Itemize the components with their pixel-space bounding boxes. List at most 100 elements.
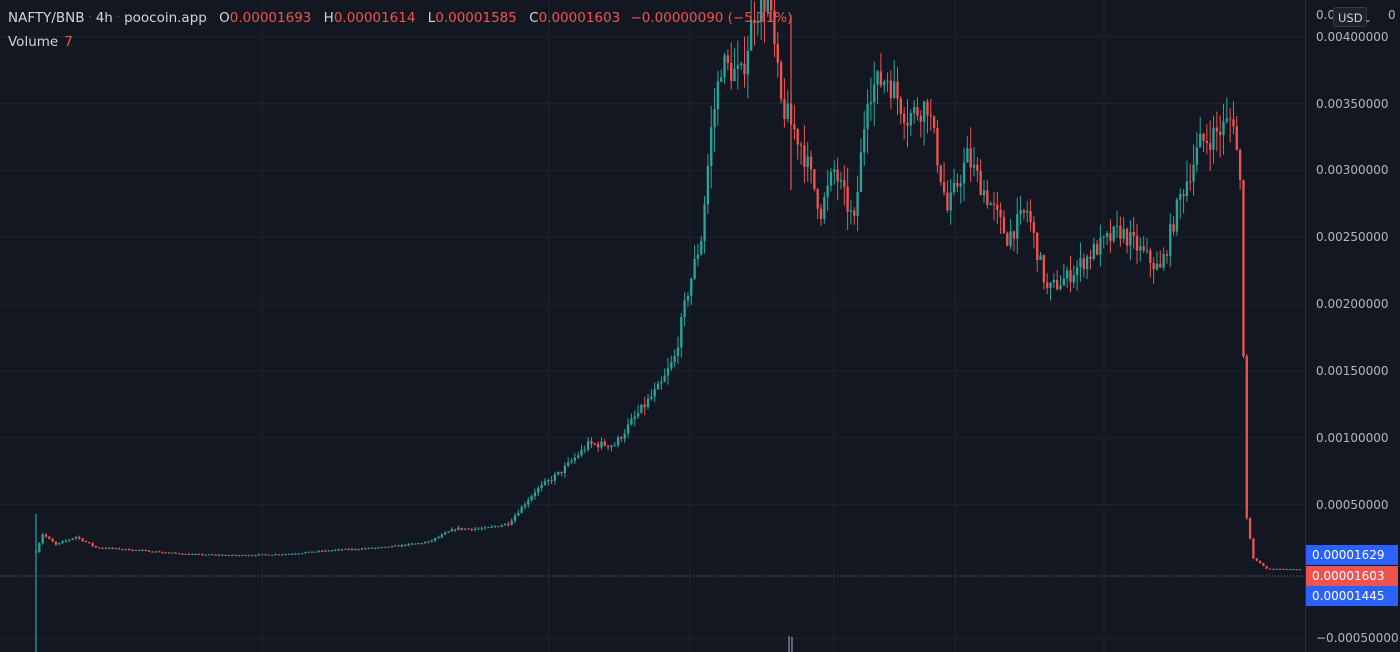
candle-body xyxy=(453,529,457,531)
candle-body xyxy=(1162,254,1165,268)
candle-body xyxy=(191,554,194,556)
candle-body xyxy=(1212,127,1215,150)
currency-select[interactable]: USD ⌄ xyxy=(1333,7,1371,27)
candle-body xyxy=(896,81,899,99)
candle-body xyxy=(1282,568,1285,570)
pair-name[interactable]: NAFTY/BNB xyxy=(8,10,85,26)
candle-body xyxy=(660,381,663,384)
interval[interactable]: 4h xyxy=(95,10,113,26)
candle-body xyxy=(620,437,623,439)
candle-body xyxy=(849,210,853,212)
candle-body xyxy=(327,550,330,552)
candle-body xyxy=(683,300,686,318)
candle-body xyxy=(1165,254,1169,256)
candle-body xyxy=(51,538,54,542)
candle-body xyxy=(1009,231,1012,246)
candle-body xyxy=(600,441,603,448)
y-tick-label: 0.00400000 xyxy=(1316,29,1389,44)
candle-body xyxy=(164,552,167,554)
candle-body xyxy=(483,527,487,529)
candle-body xyxy=(1219,131,1222,136)
candle-body xyxy=(646,398,650,408)
candle-body xyxy=(437,537,440,539)
y-tick-label-partial: 0.0 xyxy=(1316,8,1336,22)
candle-body xyxy=(577,455,580,458)
candle-body xyxy=(280,554,284,556)
candle-body xyxy=(730,62,733,82)
candle-body xyxy=(843,180,846,187)
symbol-legend: NAFTY/BNB · 4h · poocoin.app O0.00001693 H0.… xyxy=(8,10,793,26)
candle-body xyxy=(317,550,320,552)
candle-body xyxy=(972,164,976,168)
candle-body xyxy=(134,549,137,551)
candle-body xyxy=(866,103,869,130)
candle-body xyxy=(117,548,121,550)
candle-body xyxy=(68,539,71,541)
candle-body xyxy=(663,375,666,382)
candle-body xyxy=(440,534,443,538)
candle-body xyxy=(457,527,460,530)
candle-body xyxy=(370,547,374,549)
candle-body xyxy=(350,548,354,550)
candle-body xyxy=(693,258,696,279)
candle-body xyxy=(700,240,703,255)
currency-label: USD xyxy=(1338,11,1363,25)
chart-plot-area[interactable] xyxy=(0,0,1305,652)
candle-body xyxy=(829,172,833,186)
price-tag-last: 0.00001603 xyxy=(1306,566,1398,586)
candle-body xyxy=(653,389,656,397)
candle-body xyxy=(952,182,956,193)
candle-body xyxy=(563,465,567,474)
candle-body xyxy=(417,543,420,545)
candle-body xyxy=(1268,568,1272,570)
candle-body xyxy=(783,99,786,120)
candle-body xyxy=(503,523,507,526)
candle-body xyxy=(1135,235,1139,251)
candle-body xyxy=(979,170,982,196)
candle-body xyxy=(1258,560,1262,564)
candle-body xyxy=(1099,237,1102,255)
candle-body xyxy=(44,534,48,537)
candle-body xyxy=(879,71,883,86)
candle-body xyxy=(1122,229,1125,239)
candle-body xyxy=(74,536,78,539)
candle-body xyxy=(1046,282,1049,288)
candle-body xyxy=(1149,250,1152,264)
candle-body xyxy=(477,528,480,530)
candle-body xyxy=(733,68,736,82)
candle-body xyxy=(636,412,640,417)
candle-body xyxy=(603,441,606,446)
candle-body xyxy=(394,545,397,547)
candle-body xyxy=(81,538,84,542)
candle-body xyxy=(397,545,400,547)
candle-body xyxy=(174,552,177,554)
candle-body xyxy=(367,547,370,549)
candle-body xyxy=(936,127,939,166)
candle-body xyxy=(467,528,470,530)
price-axis[interactable]: 0.00400000 0.00350000 0.00300000 0.00250000… xyxy=(1305,0,1400,652)
volume-bar xyxy=(788,636,790,652)
source-name: poocoin.app xyxy=(124,10,207,26)
candle-body xyxy=(1119,225,1122,239)
volume-legend[interactable]: Volume 7 xyxy=(8,34,73,50)
candle-body xyxy=(803,145,806,167)
candle-body xyxy=(610,445,613,448)
candle-body xyxy=(982,190,986,196)
candle-body xyxy=(666,368,670,376)
candle-body xyxy=(1072,275,1075,283)
candle-body xyxy=(1125,229,1129,246)
candle-body xyxy=(1159,263,1162,268)
candle-body xyxy=(274,554,277,556)
volume-bars xyxy=(788,636,793,652)
candle-body xyxy=(151,551,154,553)
candle-body xyxy=(1265,566,1268,569)
candle-body xyxy=(287,553,290,555)
candle-body xyxy=(763,0,766,12)
low-value: 0.00001585 xyxy=(435,10,517,26)
candle-body xyxy=(839,180,843,182)
candle-body xyxy=(570,460,573,463)
candle-body xyxy=(98,547,101,549)
candle-body xyxy=(1012,231,1016,239)
chevron-down-icon: ⌄ xyxy=(1364,15,1372,24)
candle-body xyxy=(181,553,184,555)
